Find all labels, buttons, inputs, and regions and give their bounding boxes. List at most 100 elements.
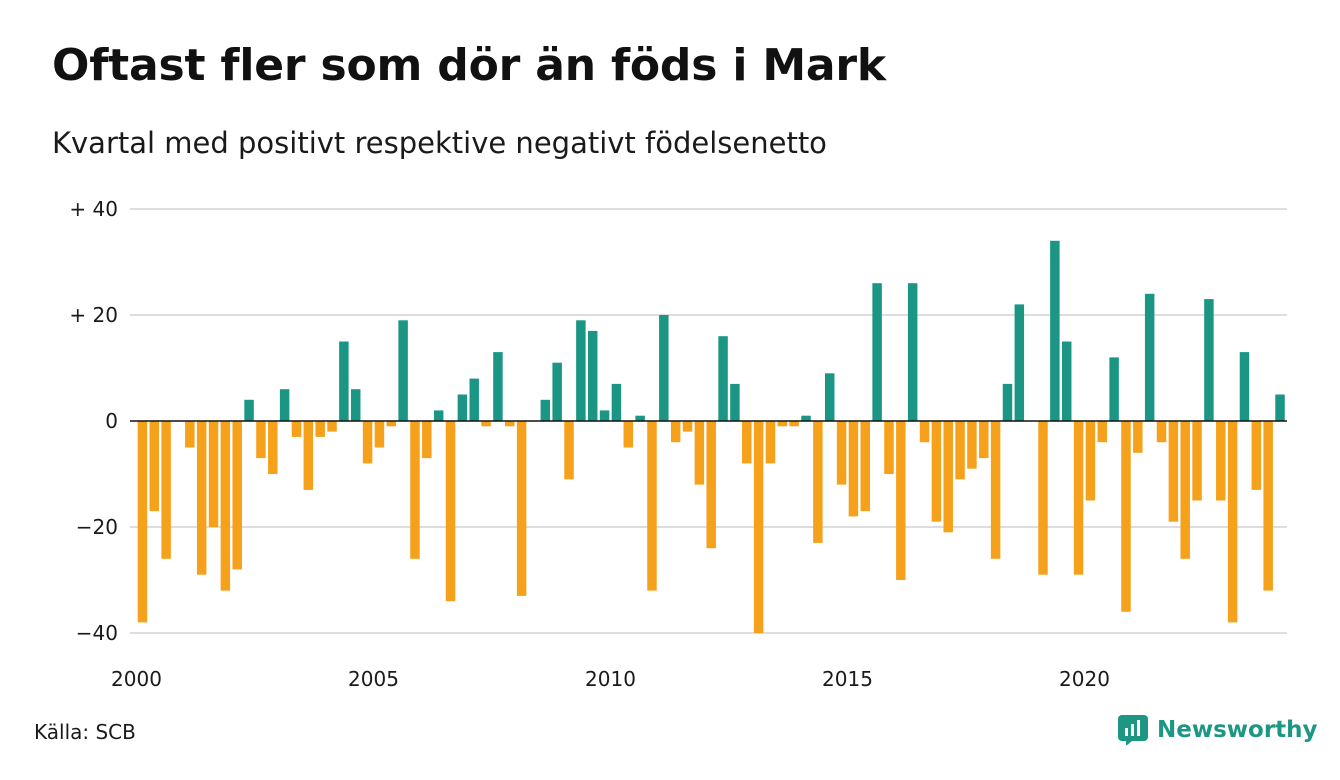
bar-negative — [884, 421, 894, 474]
x-axis-labels: 2000 2005 2010 2015 2020 — [111, 667, 1110, 691]
bar-negative — [706, 421, 716, 549]
bar-negative — [362, 421, 373, 464]
bar-negative — [753, 421, 764, 633]
y-tick-label: + 20 — [69, 303, 118, 327]
bar-positive — [1014, 304, 1025, 421]
bars — [137, 240, 1285, 633]
bar-positive — [339, 341, 349, 421]
bar-negative — [505, 421, 515, 427]
bar-negative — [848, 421, 859, 517]
bar-negative — [1216, 421, 1226, 501]
bar-negative — [1263, 421, 1273, 591]
bar-positive — [457, 394, 468, 421]
bar-negative — [1168, 421, 1179, 522]
bar-positive — [801, 415, 811, 421]
bar-positive — [659, 315, 669, 421]
bar-negative — [623, 421, 634, 448]
bar-negative — [1121, 421, 1131, 612]
bar-positive — [244, 399, 254, 421]
bar-negative — [315, 421, 325, 437]
bar-negative — [410, 421, 420, 559]
bar-positive — [1050, 240, 1060, 421]
x-tick-label: 2020 — [1059, 667, 1110, 691]
bar-negative — [979, 421, 989, 459]
y-axis-labels: + 40 + 20 0 −20 −40 — [69, 197, 118, 645]
y-tick-label: −20 — [76, 515, 118, 539]
bar-negative — [765, 421, 776, 464]
x-tick-label: 2000 — [111, 667, 162, 691]
bar-negative — [647, 421, 657, 591]
bar-positive — [1061, 341, 1072, 421]
bar-positive — [599, 410, 610, 421]
bar-positive — [469, 378, 479, 421]
bar-negative — [813, 421, 823, 543]
bar-negative — [896, 421, 906, 580]
bar-negative — [445, 421, 456, 602]
bar-negative — [670, 421, 681, 443]
bar-positive — [587, 330, 598, 421]
bar-negative — [955, 421, 965, 480]
chart-subtitle: Kvartal med positivt respektive negativt… — [52, 126, 827, 160]
bar-positive — [540, 399, 551, 421]
y-tick-label: + 40 — [69, 197, 118, 221]
bar-positive — [350, 389, 361, 421]
bar-negative — [268, 421, 278, 474]
bar-negative — [836, 421, 847, 485]
bar-negative — [742, 421, 752, 464]
bar-negative — [1038, 421, 1048, 575]
y-tick-label: 0 — [105, 409, 118, 433]
bar-positive — [730, 383, 740, 421]
bar-negative — [1097, 421, 1108, 443]
bar-negative — [161, 421, 171, 559]
bar-negative — [516, 421, 527, 596]
bar-negative — [1251, 421, 1262, 490]
brand-name: Newsworthy — [1157, 717, 1318, 743]
bar-negative — [327, 421, 337, 432]
bar-positive — [1002, 383, 1013, 421]
source-note: Källa: SCB — [34, 720, 136, 744]
bar-negative — [1073, 421, 1084, 575]
bar-negative — [291, 421, 302, 437]
bar-positive — [1109, 357, 1119, 421]
bar-negative — [919, 421, 930, 443]
bar-negative — [1180, 421, 1190, 559]
bar-negative — [1133, 421, 1143, 453]
bar-positive — [493, 352, 503, 421]
bar-negative — [564, 421, 574, 480]
bar-negative — [943, 421, 953, 533]
newsworthy-logo-icon — [1118, 715, 1148, 746]
bar-positive — [552, 362, 562, 421]
bar-negative — [185, 421, 195, 448]
bar-positive — [718, 336, 728, 421]
bar-negative — [422, 421, 432, 459]
bar-negative — [303, 421, 314, 490]
bar-positive — [398, 320, 408, 421]
bar-negative — [196, 421, 207, 575]
x-tick-label: 2010 — [585, 667, 636, 691]
bar-positive — [1275, 394, 1285, 421]
bar-negative — [1156, 421, 1167, 443]
bar-negative — [232, 421, 242, 570]
chart-title: Oftast fler som dör än föds i Mark — [52, 40, 886, 91]
bar-positive — [611, 383, 622, 421]
bar-negative — [1227, 421, 1238, 623]
bar-positive — [872, 283, 882, 421]
bar-negative — [481, 421, 491, 427]
bar-negative — [777, 421, 788, 427]
bar-positive — [824, 373, 835, 421]
x-tick-label: 2005 — [348, 667, 399, 691]
bar-negative — [694, 421, 705, 485]
brand-logo[interactable]: Newsworthy — [1118, 713, 1318, 747]
bar-negative — [967, 421, 977, 469]
bar-negative — [386, 421, 397, 427]
bar-negative — [256, 421, 266, 459]
bar-negative — [682, 421, 693, 432]
bar-negative — [860, 421, 871, 512]
bar-positive — [1239, 352, 1250, 421]
bar-negative — [931, 421, 942, 522]
bar-positive — [1144, 293, 1155, 421]
bar-negative — [1085, 421, 1096, 501]
bar-negative — [789, 421, 799, 427]
y-tick-label: −40 — [76, 621, 118, 645]
bar-negative — [149, 421, 160, 512]
